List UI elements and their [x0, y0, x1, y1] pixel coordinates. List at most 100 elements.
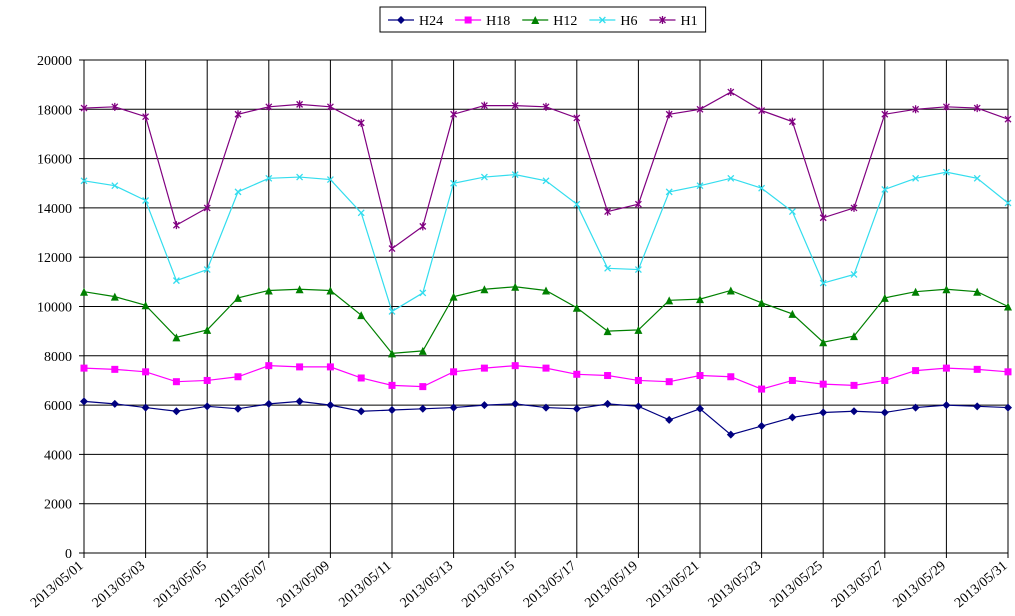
marker: [357, 209, 365, 217]
marker: [604, 264, 612, 272]
marker: [788, 413, 797, 422]
marker: [942, 285, 951, 294]
marker: [973, 174, 981, 182]
legend-label: H1: [681, 14, 698, 29]
marker: [1004, 199, 1012, 207]
marker: [942, 401, 951, 410]
marker: [973, 365, 981, 373]
legend-marker: [531, 16, 540, 24]
x-tick-label: 2013/05/03: [90, 559, 149, 611]
marker: [973, 287, 982, 296]
marker: [111, 365, 119, 373]
marker: [80, 104, 88, 113]
y-tick-label: 16000: [37, 153, 72, 168]
marker: [758, 106, 766, 115]
marker: [111, 182, 119, 190]
marker: [912, 174, 920, 182]
x-tick-label: 2013/05/07: [213, 559, 272, 611]
marker: [634, 402, 643, 411]
marker: [234, 404, 242, 413]
marker: [973, 104, 981, 113]
marker: [880, 293, 889, 302]
marker: [80, 177, 88, 185]
marker: [881, 110, 889, 119]
y-tick-label: 2000: [44, 498, 72, 513]
legend-box: [379, 6, 707, 33]
legend-label: H18: [486, 14, 510, 29]
marker: [388, 244, 396, 253]
marker: [295, 397, 304, 406]
marker: [603, 399, 612, 408]
y-tick-label: 18000: [37, 103, 72, 118]
marker: [850, 270, 858, 278]
marker: [388, 381, 396, 389]
marker: [264, 399, 273, 408]
marker: [573, 370, 581, 378]
y-tick-label: 14000: [37, 202, 72, 217]
x-tick-label: 2013/05/11: [336, 559, 394, 611]
x-tick-label: 2013/05/19: [582, 559, 641, 611]
marker: [1004, 302, 1012, 311]
marker: [234, 188, 242, 196]
marker: [388, 307, 396, 315]
marker: [388, 349, 396, 358]
legend-label: H12: [553, 14, 577, 29]
legend-marker: [598, 16, 606, 24]
marker: [141, 301, 150, 310]
marker: [142, 197, 150, 204]
marker: [912, 105, 920, 114]
marker: [172, 277, 180, 285]
marker: [450, 110, 458, 119]
marker: [880, 408, 889, 417]
marker: [665, 378, 673, 386]
marker: [819, 279, 827, 287]
y-tick-label: 6000: [44, 399, 72, 414]
marker: [449, 292, 458, 301]
legend-marker: [659, 16, 666, 24]
marker: [665, 188, 673, 196]
marker: [758, 184, 766, 192]
marker: [572, 303, 581, 312]
marker: [511, 399, 520, 408]
y-tick-label: 10000: [37, 301, 72, 316]
x-tick-label: 2013/05/27: [829, 559, 888, 611]
marker: [942, 168, 950, 176]
marker: [357, 311, 366, 320]
y-tick-label: 0: [65, 547, 72, 562]
y-tick-label: 8000: [44, 350, 72, 365]
marker: [542, 177, 550, 185]
marker: [881, 376, 889, 384]
x-tick-label: 2013/05/23: [706, 559, 765, 611]
marker: [419, 383, 427, 391]
marker: [1004, 115, 1012, 124]
marker: [326, 286, 335, 295]
marker: [326, 401, 335, 410]
marker: [111, 102, 119, 111]
series-line: [83, 91, 1009, 250]
marker: [203, 266, 211, 273]
marker: [80, 397, 88, 406]
series: [80, 282, 1012, 358]
marker: [757, 298, 766, 307]
x-tick-label: 2013/05/31: [952, 559, 1011, 611]
marker: [203, 203, 211, 212]
marker: [141, 403, 150, 412]
marker: [788, 117, 796, 126]
marker: [850, 407, 858, 416]
marker: [973, 402, 982, 411]
marker: [696, 182, 704, 190]
marker: [542, 102, 550, 111]
marker: [634, 200, 642, 209]
series: [80, 362, 1012, 393]
marker: [727, 88, 735, 97]
marker: [634, 266, 642, 273]
marker: [326, 176, 334, 184]
marker: [265, 174, 273, 182]
x-tick-label: 2013/05/29: [890, 559, 949, 611]
marker: [418, 346, 427, 355]
marker: [665, 415, 674, 424]
marker: [1004, 403, 1012, 412]
marker: [142, 112, 150, 121]
marker: [265, 102, 273, 111]
